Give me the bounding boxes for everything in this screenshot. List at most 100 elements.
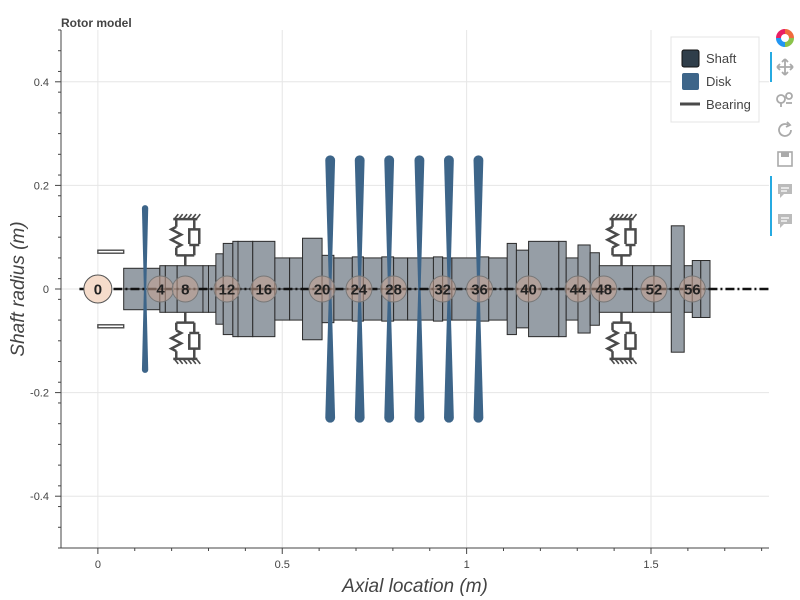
shaft-element-upper [274, 257, 291, 290]
shaft-element-lower [237, 288, 254, 338]
support-bar [97, 324, 125, 329]
shaft-element-upper [528, 240, 560, 290]
y-tick-label: 0.2 [34, 180, 49, 192]
bokeh-logo-icon[interactable] [770, 26, 800, 50]
ground-hatch [627, 213, 633, 220]
wheel-zoom-tool-icon[interactable] [770, 87, 800, 111]
plot-toolbar [770, 26, 800, 246]
pan-tool-icon[interactable] [770, 55, 800, 79]
y-tick-label: -0.4 [30, 491, 49, 503]
disk-upper [414, 155, 425, 289]
disk-elements [141, 155, 484, 423]
ground-hatch [191, 213, 197, 220]
node-label: 36 [471, 282, 488, 299]
disk-lower [141, 289, 149, 373]
shaft-element-lower [558, 288, 567, 338]
node-label: 8 [181, 282, 189, 299]
spring-coil [168, 225, 184, 249]
y-axis-label: Shaft radius (m) [8, 221, 29, 356]
x-tick-label: 1 [464, 559, 470, 571]
disk-lower [354, 289, 365, 423]
y-tick-label: 0.4 [34, 77, 49, 89]
x-tick-label: 0.5 [275, 559, 290, 571]
legend-shaft-swatch [681, 49, 700, 68]
ground-hatch [178, 358, 184, 365]
x-tick-label: 1.5 [643, 559, 658, 571]
shaft-flange-lower [670, 288, 685, 353]
node-label: 48 [595, 282, 612, 299]
legend-bearing-label: Bearing [706, 97, 751, 112]
ground-hatch [614, 358, 620, 365]
node-label: 32 [434, 282, 451, 299]
disk-upper [384, 155, 395, 289]
disk-lower [473, 289, 484, 423]
shaft-element-upper [237, 240, 254, 290]
legend-disk-label: Disk [706, 74, 732, 89]
y-tick-label: 0 [43, 284, 49, 296]
ground-hatch [191, 358, 197, 365]
legend-shaft-label: Shaft [706, 51, 737, 66]
reset-tool-icon[interactable] [770, 118, 800, 142]
ground-hatch [173, 358, 179, 365]
support-bar [97, 249, 125, 254]
shaft-element-lower [289, 288, 304, 321]
ground-hatch [631, 213, 638, 220]
chart-title: Rotor model [61, 16, 132, 30]
node-marker [250, 275, 278, 303]
bearing-upper [604, 213, 638, 266]
disk-lower [384, 289, 395, 423]
legend-disk-swatch [682, 73, 699, 90]
ground-hatch [195, 213, 201, 220]
shaft-element-lower [506, 288, 517, 336]
ground-hatch [609, 213, 616, 220]
bearing-elements [97, 213, 638, 365]
spring-coil [604, 329, 621, 353]
node-marker [429, 275, 457, 303]
save-tool-icon[interactable] [770, 147, 800, 171]
node-label: 16 [255, 282, 272, 299]
ground-hatch [618, 213, 624, 220]
x-tick-label: 0 [95, 559, 101, 571]
shaft-element-upper [202, 265, 209, 290]
legend: Shaft Disk Bearing [670, 36, 760, 123]
axes: 0 0.5 1 1.5 -0.4 -0.2 0 0.2 0.4 [30, 29, 769, 571]
shaft-element-lower [202, 288, 209, 313]
ground-hatch [631, 358, 638, 365]
ground-hatch [182, 358, 188, 365]
disk-upper [354, 155, 365, 289]
node-markers: 0 4 8 12 16 20 24 28 32 36 40 44 48 52 56 [83, 274, 706, 304]
node-marker [678, 275, 706, 303]
node-label: 0 [94, 282, 102, 299]
ground-hatch [623, 358, 629, 365]
pan-active-indicator [770, 52, 772, 82]
node-marker [171, 275, 199, 303]
node-label: 4 [156, 282, 165, 299]
disk-upper [444, 155, 454, 289]
ground-hatch [609, 358, 616, 365]
ground-hatch [627, 358, 633, 365]
disk-upper [473, 155, 484, 289]
hover-tool-icon[interactable] [770, 179, 800, 203]
disk-lower [414, 289, 425, 423]
disk-lower [444, 289, 454, 423]
ground-hatch [623, 213, 629, 220]
disk-upper [141, 205, 149, 289]
hover-active-indicator [770, 176, 772, 236]
ground-hatch [614, 213, 620, 220]
hover-tool-2-icon[interactable] [770, 209, 800, 233]
ground-hatch [178, 213, 184, 220]
ground-hatch [173, 213, 179, 220]
node-marker [515, 275, 543, 303]
ground-hatch [186, 213, 193, 220]
y-tick-label: -0.2 [30, 388, 49, 400]
node-marker [308, 275, 336, 303]
node-label: 40 [520, 282, 537, 299]
spring-coil [604, 225, 621, 249]
node-label: 24 [351, 282, 368, 299]
node-label: 12 [219, 282, 236, 299]
shaft-element-upper [289, 257, 304, 290]
disk-lower [325, 289, 336, 423]
node-label: 28 [385, 282, 402, 299]
node-marker [213, 275, 241, 303]
